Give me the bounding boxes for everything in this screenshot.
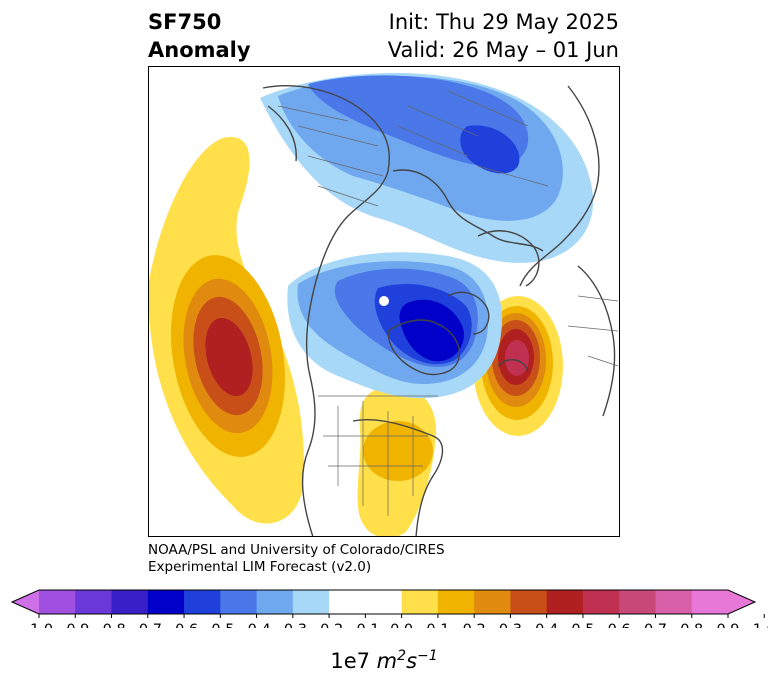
units-s: s [406,649,418,673]
init-date: Init: Thu 29 May 2025 [388,10,619,34]
colorbar-bin [691,590,729,614]
colorbar-bin [582,590,620,614]
colorbar-bin [329,590,366,614]
colorbar-bin [401,590,439,614]
map-frame [148,66,620,537]
colorbar-bin [474,590,511,614]
coastlines [262,85,616,537]
anomaly-label: Anomaly [148,38,251,62]
colorbar-tick-label: 0.9 [716,622,739,628]
valid-range: Valid: 26 May – 01 Jun [387,38,619,62]
colorbar-bin [256,590,294,614]
credit-line-1: NOAA/PSL and University of Colorado/CIRE… [148,542,445,558]
colorbar-bin [39,590,76,614]
colorbar-tick-label: -0.9 [61,622,89,628]
colorbar-tick-label: -1.0 [25,622,53,628]
colorbar-bin [147,590,185,614]
colorbar-tick-label: 1.0 [753,622,768,628]
colorbar-tick-label: 0.4 [535,622,558,628]
units-prefix: 1e7 [330,649,377,673]
colorbar-bin [184,590,221,614]
credit-text: NOAA/PSL and University of Colorado/CIRE… [148,542,445,576]
colorbar-tick-label: -0.8 [97,622,125,628]
colorbar-tick-label: 0.6 [608,622,631,628]
colorbar-tick-label: 0.2 [463,622,486,628]
colorbar-bin [365,590,403,614]
colorbar-tick-label: 0.0 [390,622,413,628]
colorbar-tick-label: -0.6 [170,622,198,628]
colorbar-bin [437,590,475,614]
colorbar-tick-label: 0.1 [426,622,449,628]
colorbar-tick-label: -0.1 [351,622,379,628]
political-borders [277,90,619,516]
credit-line-2: Experimental LIM Forecast (v2.0) [148,559,372,575]
variable-name: SF750 [148,10,222,34]
colorbar-under-arrow [12,590,39,614]
colorbar-tick-label: -0.2 [315,622,343,628]
colorbar-units: 1e7 m2s−1 [0,648,768,673]
colorbar-bin [111,590,149,614]
colorbar-tick-label: 0.8 [680,622,703,628]
units-m: m [376,649,398,673]
colorbar-tick-label: -0.7 [134,622,162,628]
colorbar-bin [292,590,330,614]
colorbar-bin [655,590,693,614]
colorbar-bin [510,590,548,614]
canada-negative-anomaly [287,252,503,399]
colorbar-over-arrow [728,590,755,614]
anomaly-map [148,66,620,537]
arctic-negative-anomaly [260,73,594,263]
colorbar-bin [619,590,656,614]
colorbar-tick-label: 0.5 [571,622,594,628]
pacific-positive-anomaly [148,136,304,524]
colorbar-bin [546,590,584,614]
colorbar-tick-label: -0.4 [242,622,270,628]
colorbar-bins [39,590,729,614]
colorbar-tick-label: -0.5 [206,622,234,628]
colorbar-tick-label: -0.3 [279,622,307,628]
units-s-exp: −1 [417,648,438,664]
colorbar-bin [220,590,258,614]
units-m-exp: 2 [397,648,407,664]
colorbar-tick-label: 0.7 [644,622,667,628]
plot-title-left: SF750 Anomaly [148,8,251,64]
colorbar-ticks: -1.0 -0.9 -0.8 -0.7 -0.6 -0.5 -0.4 -0.3 -0.2 -0.1… [25,614,768,628]
plot-title-right: Init: Thu 29 May 2025 Valid: 26 May – 01… [388,8,619,64]
colorbar-tick-label: 0.3 [499,622,522,628]
colorbar: -1.0 -0.9 -0.8 -0.7 -0.6 -0.5 -0.4 -0.3 -0.2 -0.1… [10,589,768,628]
colorbar-bin [75,590,113,614]
